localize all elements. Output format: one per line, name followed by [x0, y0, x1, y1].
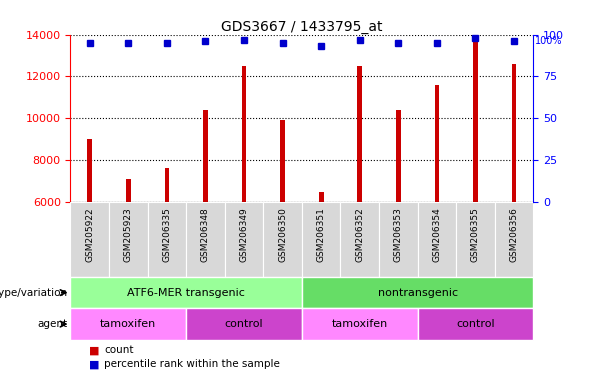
Bar: [203, 110, 208, 202]
Bar: [473, 39, 478, 202]
Text: GSM206352: GSM206352: [356, 207, 364, 262]
Text: control: control: [456, 319, 495, 329]
Bar: [186, 202, 225, 277]
Text: GSM206335: GSM206335: [162, 207, 172, 262]
Text: percentile rank within the sample: percentile rank within the sample: [104, 359, 280, 369]
Text: genotype/variation: genotype/variation: [0, 288, 67, 298]
Bar: [264, 202, 302, 277]
Text: ■: ■: [89, 359, 99, 369]
Text: agent: agent: [37, 319, 67, 329]
Text: ■: ■: [89, 345, 99, 355]
Text: GSM205923: GSM205923: [124, 207, 133, 262]
Bar: [319, 192, 324, 202]
Text: GSM206354: GSM206354: [432, 207, 441, 262]
Bar: [70, 277, 302, 308]
Text: GSM205922: GSM205922: [85, 207, 94, 262]
Bar: [456, 202, 495, 277]
Bar: [302, 202, 340, 277]
Bar: [302, 308, 417, 340]
Bar: [165, 169, 169, 202]
Title: GDS3667 / 1433795_at: GDS3667 / 1433795_at: [221, 20, 383, 33]
Bar: [495, 202, 533, 277]
Bar: [435, 85, 439, 202]
Bar: [70, 308, 186, 340]
Text: GSM206356: GSM206356: [509, 207, 519, 262]
Text: count: count: [104, 345, 134, 355]
Bar: [242, 66, 246, 202]
Bar: [340, 202, 379, 277]
Text: GSM206349: GSM206349: [240, 207, 248, 262]
Text: nontransgenic: nontransgenic: [378, 288, 458, 298]
Text: GSM206355: GSM206355: [471, 207, 480, 262]
Bar: [379, 202, 417, 277]
Bar: [148, 202, 186, 277]
Bar: [280, 120, 285, 202]
Text: tamoxifen: tamoxifen: [100, 319, 156, 329]
Bar: [357, 66, 362, 202]
Text: GSM206348: GSM206348: [201, 207, 210, 262]
Bar: [70, 202, 109, 277]
Bar: [88, 139, 92, 202]
Text: GSM206353: GSM206353: [394, 207, 403, 262]
Bar: [109, 202, 148, 277]
Bar: [417, 202, 456, 277]
Bar: [126, 179, 131, 202]
Bar: [302, 277, 533, 308]
Text: GSM206351: GSM206351: [317, 207, 326, 262]
Bar: [186, 308, 302, 340]
Bar: [417, 308, 533, 340]
Text: ATF6-MER transgenic: ATF6-MER transgenic: [128, 288, 245, 298]
Text: tamoxifen: tamoxifen: [332, 319, 388, 329]
Text: control: control: [225, 319, 264, 329]
Text: GSM206350: GSM206350: [278, 207, 287, 262]
Bar: [396, 110, 401, 202]
Bar: [225, 202, 264, 277]
Text: 100%: 100%: [535, 36, 562, 46]
Bar: [512, 64, 516, 202]
